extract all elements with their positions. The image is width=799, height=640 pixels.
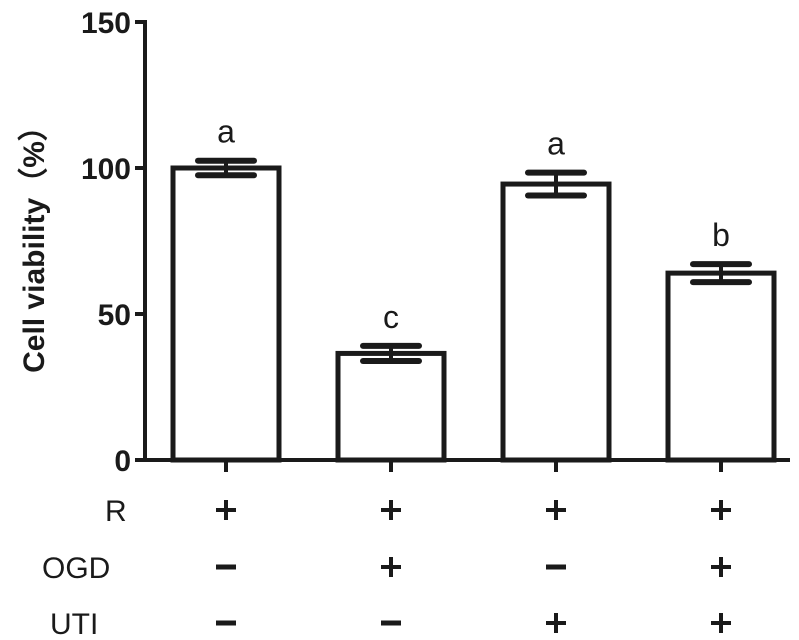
condition-label: R xyxy=(105,495,127,528)
significance-label: b xyxy=(712,217,730,253)
plus-sign xyxy=(711,500,731,520)
y-tick-label: 150 xyxy=(81,7,131,40)
condition-label: OGD xyxy=(42,552,110,585)
significance-label: c xyxy=(383,299,399,335)
plus-sign xyxy=(381,500,401,520)
significance-label: a xyxy=(217,114,235,150)
plus-sign xyxy=(546,500,566,520)
bar xyxy=(665,270,777,463)
y-tick-label: 50 xyxy=(98,299,131,332)
plus-sign xyxy=(381,557,401,577)
bar xyxy=(170,165,282,463)
bar xyxy=(500,181,612,463)
plus-sign xyxy=(216,500,236,520)
y-tick-label: 0 xyxy=(114,445,131,478)
bars: a c a b xyxy=(170,114,777,472)
significance-label: a xyxy=(547,126,565,162)
plus-sign xyxy=(546,613,566,633)
condition-label: UTI xyxy=(50,608,98,640)
condition-table: R OGD UTI xyxy=(42,495,731,640)
bar xyxy=(335,350,447,463)
y-tick-label: 100 xyxy=(81,153,131,186)
y-axis-label: Cell viability（%） xyxy=(17,111,51,373)
plus-sign xyxy=(711,613,731,633)
plus-sign xyxy=(711,557,731,577)
